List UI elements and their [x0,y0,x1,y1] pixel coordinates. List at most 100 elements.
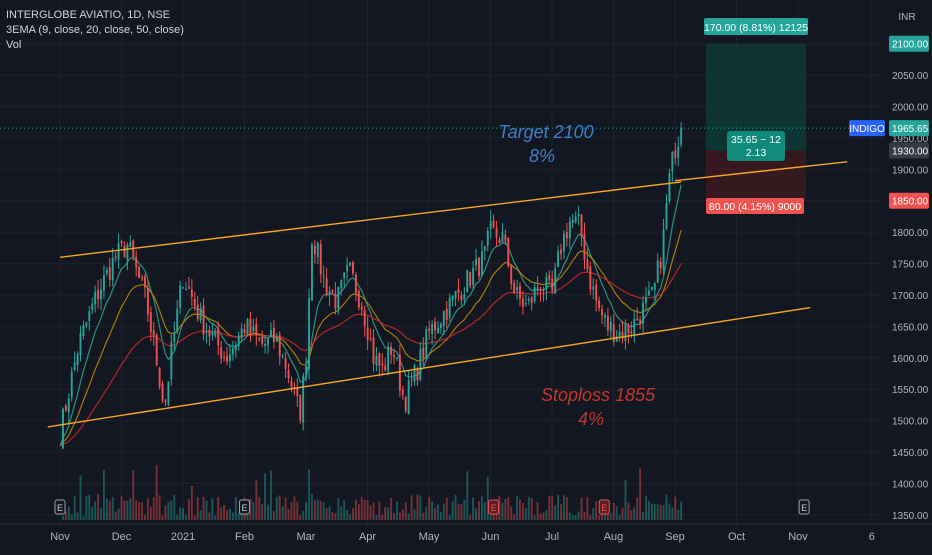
volume-bar [126,500,129,520]
candle-body [404,396,407,411]
volume-bar [102,469,105,520]
candle-body [469,271,472,286]
candle-body [647,290,650,296]
volume-bar [460,504,463,520]
candle-body [439,323,442,329]
volume-bar [639,468,642,520]
volume-bar [650,503,653,520]
candle-body [152,330,155,336]
volume-bar [381,514,384,520]
candle-body [563,233,565,252]
candle-body [662,229,665,270]
volume-bar [428,497,431,520]
volume-bar [255,479,258,520]
candle-body [146,288,149,315]
earnings-marker [239,499,250,515]
candle-body [609,321,612,331]
price-tick-label: 2050.00 [892,71,929,82]
volume-bar [369,505,372,520]
target-label-box [704,18,808,35]
candle-body [592,286,595,290]
volume-bar [557,494,560,520]
candle-body [557,251,560,268]
candle-body [615,336,618,342]
volume-bar [457,503,460,520]
time-tick-label: Jun [482,531,500,543]
volume-bar [642,511,645,520]
candle-body [539,289,542,291]
legend-ema[interactable]: 3EMA (9, close, 20, close, 50, close) [6,24,184,36]
volume-bar [413,508,416,520]
volume-bar [88,494,91,520]
volume-bar [272,511,275,520]
candle-body [287,370,290,379]
candle-body [413,365,416,382]
candle-body [504,234,507,241]
legend-volume[interactable]: Vol [6,39,22,51]
candle-body [419,349,422,380]
time-tick-label: 6 [869,531,875,543]
volume-bar [190,485,193,520]
candle-body [73,362,76,370]
volume-bar [299,515,302,520]
time-tick-label: Mar [297,531,316,543]
volume-bar [211,498,214,520]
earnings-marker [598,499,610,515]
candle-body [278,334,281,357]
candle-body [296,387,299,396]
volume-bar [498,495,501,520]
candle-body [258,337,261,339]
legend-symbol[interactable]: INTERGLOBE AVIATIO, 1D, NSE [6,9,171,21]
candle-body [437,327,439,334]
candle-body [636,318,639,321]
volume-bar [516,495,519,520]
volume-bar [138,502,141,520]
candle-body [466,270,469,293]
volume-bar [73,495,76,520]
candle-body [513,282,516,293]
volume-bar [393,513,395,520]
candle-body [486,230,489,246]
candle-body [249,318,252,334]
volume-bar [609,513,612,520]
volume-bar [598,515,601,520]
candle-body [519,285,521,299]
candle-body [246,319,249,335]
volume-bar [234,496,237,520]
candle-body [223,357,226,359]
candle-body [668,173,671,202]
volume-bar [621,507,624,520]
volume-bar [401,509,404,520]
candle-body [422,347,425,358]
volume-bar [275,497,278,520]
price-tick-label: 1900.00 [892,165,929,176]
volume-bar [466,471,469,520]
candle-body [565,232,568,239]
volume-bar [618,514,621,520]
volume-bar [551,496,554,520]
ratio-label-line1: 35.65 ~ 12 [731,134,781,146]
candle-body [510,265,513,284]
candle-body [425,329,428,359]
candle-body [182,287,185,289]
candle-body [580,214,583,237]
candle-body [199,307,202,321]
volume-bar [568,512,571,520]
volume-bar [563,495,565,520]
stop-label: 80.00 (4.15%) 9000 [709,201,801,213]
volume-bar [431,501,434,520]
candle-body [208,329,211,337]
candle-body [167,381,170,406]
volume-bar [149,506,152,520]
volume-bar [387,507,390,520]
volume-bar [223,505,226,520]
candle-body [612,324,615,342]
price-axis-background [887,0,932,550]
volume-bar [325,508,328,520]
volume-bar [589,515,592,520]
volume-bar [237,513,240,520]
volume-bar [170,500,173,520]
volume-bar [486,476,489,520]
